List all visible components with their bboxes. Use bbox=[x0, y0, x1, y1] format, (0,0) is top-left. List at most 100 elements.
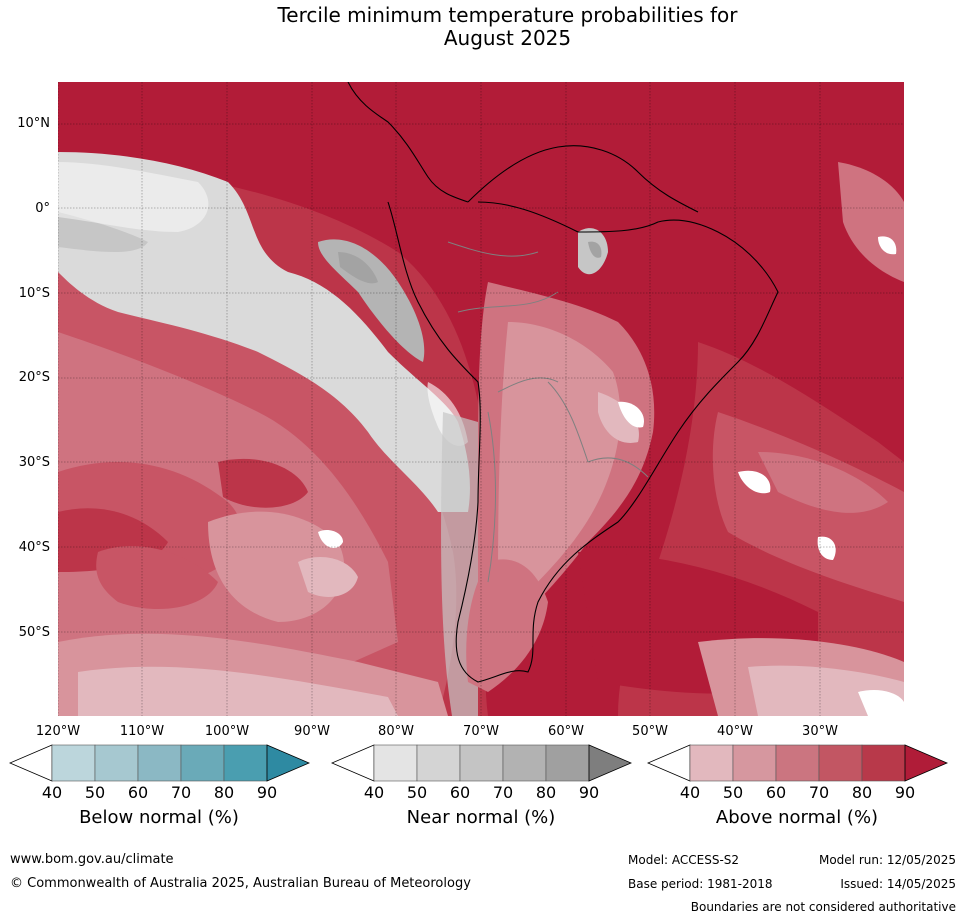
tick-above-50: 50 bbox=[722, 783, 744, 802]
coast-central-america bbox=[347, 82, 469, 203]
lon-label-50w: 50°W bbox=[632, 724, 668, 739]
tick-near-60: 60 bbox=[449, 783, 471, 802]
atl-above-70 bbox=[712, 412, 904, 602]
atlantic-field bbox=[578, 162, 904, 716]
map-canvas bbox=[58, 82, 904, 716]
lon-label-30w: 30°W bbox=[802, 724, 838, 739]
lon-label-80w: 80°W bbox=[378, 724, 414, 739]
colorbar-above-segment bbox=[775, 744, 820, 782]
border-e bbox=[487, 411, 496, 583]
tick-above-70: 70 bbox=[808, 783, 830, 802]
tick-near-50: 50 bbox=[406, 783, 428, 802]
colorbar-below-extend-high bbox=[266, 744, 310, 782]
patch-above-40 bbox=[298, 557, 358, 597]
colorbar-above-segments bbox=[646, 744, 948, 782]
land-above-50 bbox=[498, 322, 621, 602]
colorbar-below-segment bbox=[51, 744, 96, 782]
footer-base-period: Base period: 1981-2018 bbox=[628, 877, 773, 891]
colorbar-above-segment bbox=[689, 744, 734, 782]
land-above-40 bbox=[598, 392, 639, 443]
south-cone bbox=[466, 559, 548, 692]
atl-white-b bbox=[817, 536, 836, 560]
colorbar-near-extend-low bbox=[330, 744, 375, 782]
atl-above-60 bbox=[758, 452, 888, 513]
coastlines bbox=[347, 82, 779, 683]
tick-below-40: 40 bbox=[41, 783, 63, 802]
near-80 bbox=[338, 252, 378, 284]
tick-above-40: 40 bbox=[679, 783, 701, 802]
patch-above-60 bbox=[208, 511, 345, 622]
title-line-2: August 2025 bbox=[443, 26, 572, 50]
tick-above-90: 90 bbox=[894, 783, 916, 802]
colorbar-near-segment bbox=[416, 744, 461, 782]
tick-below-70: 70 bbox=[170, 783, 192, 802]
colorbar-above-extend-low bbox=[646, 744, 691, 782]
lon-label-110w: 110°W bbox=[119, 724, 165, 739]
near-50 bbox=[58, 152, 470, 512]
land-white bbox=[618, 401, 644, 428]
atl-white-c bbox=[858, 690, 904, 716]
footer-disclaimer: Boundaries are not considered authoritat… bbox=[690, 900, 956, 914]
colorbar-below-segment bbox=[180, 744, 225, 782]
border-f bbox=[587, 457, 649, 478]
colorbar-below-extend-low bbox=[8, 744, 53, 782]
tick-near-90: 90 bbox=[578, 783, 600, 802]
coast-caribbean bbox=[467, 145, 699, 213]
lon-label-70w: 70°W bbox=[463, 724, 499, 739]
footer-url[interactable]: www.bom.gov.au/climate bbox=[10, 852, 174, 867]
footer-model-run: Model run: 12/05/2025 bbox=[818, 853, 956, 867]
colorbar-near-normal bbox=[330, 744, 632, 782]
graticule bbox=[58, 82, 904, 716]
patch-above-80-b bbox=[218, 458, 308, 508]
colorbar-below-normal bbox=[8, 744, 310, 782]
colorbar-below-segments bbox=[8, 744, 310, 782]
colorbar-near-segment bbox=[459, 744, 504, 782]
colorbar-near-extend-high bbox=[588, 744, 632, 782]
footer-model: Model: ACCESS-S2 bbox=[628, 853, 740, 867]
country-borders bbox=[447, 241, 649, 583]
pacific-field bbox=[58, 162, 493, 716]
tick-above-60: 60 bbox=[765, 783, 787, 802]
coast-south-america bbox=[387, 201, 779, 683]
atl-east-white bbox=[878, 236, 897, 255]
colorbar-near-segment bbox=[373, 744, 418, 782]
lon-label-100w: 100°W bbox=[204, 724, 250, 739]
atl-white-a bbox=[738, 470, 771, 494]
tick-below-80: 80 bbox=[213, 783, 235, 802]
map-title: Tercile minimum temperature probabilitie… bbox=[0, 4, 965, 50]
lat-label-50s: 50°S bbox=[18, 625, 50, 640]
lat-label-0: 0° bbox=[35, 201, 50, 216]
colorbar-near-segment bbox=[545, 744, 590, 782]
title-line-1: Tercile minimum temperature probabilitie… bbox=[277, 3, 738, 27]
tick-above-80: 80 bbox=[851, 783, 873, 802]
colorbar-near-title: Near normal (%) bbox=[406, 807, 556, 828]
lat-label-20s: 20°S bbox=[18, 370, 50, 385]
amazon-gray-b bbox=[588, 241, 602, 258]
probability-map bbox=[58, 82, 904, 716]
tick-near-70: 70 bbox=[492, 783, 514, 802]
near-white bbox=[58, 162, 209, 232]
lat-label-10s: 10°S bbox=[18, 286, 50, 301]
lat-label-30s: 30°S bbox=[18, 455, 50, 470]
colorbar-above-segment bbox=[818, 744, 863, 782]
lon-label-120w: 120°W bbox=[35, 724, 81, 739]
colorbar-near-segments bbox=[330, 744, 632, 782]
lon-label-90w: 90°W bbox=[294, 724, 330, 739]
footer-copyright: © Commonwealth of Australia 2025, Austra… bbox=[10, 876, 471, 891]
colorbar-near-segment bbox=[502, 744, 547, 782]
tick-below-60: 60 bbox=[127, 783, 149, 802]
colorbar-below-title: Below normal (%) bbox=[79, 807, 239, 828]
border-d bbox=[547, 381, 589, 463]
colorbar-above-normal bbox=[646, 744, 948, 782]
tick-below-50: 50 bbox=[84, 783, 106, 802]
patch-white bbox=[318, 530, 343, 548]
colorbar-below-segment bbox=[137, 744, 182, 782]
colorbar-above-segment bbox=[861, 744, 906, 782]
colorbar-below-segment bbox=[223, 744, 268, 782]
lon-label-60w: 60°W bbox=[548, 724, 584, 739]
footer-issued: Issued: 14/05/2025 bbox=[840, 877, 956, 891]
colorbar-below-segment bbox=[94, 744, 139, 782]
colorbar-above-title: Above normal (%) bbox=[715, 807, 879, 828]
south-band-40 bbox=[78, 666, 398, 716]
border-c bbox=[497, 377, 559, 393]
